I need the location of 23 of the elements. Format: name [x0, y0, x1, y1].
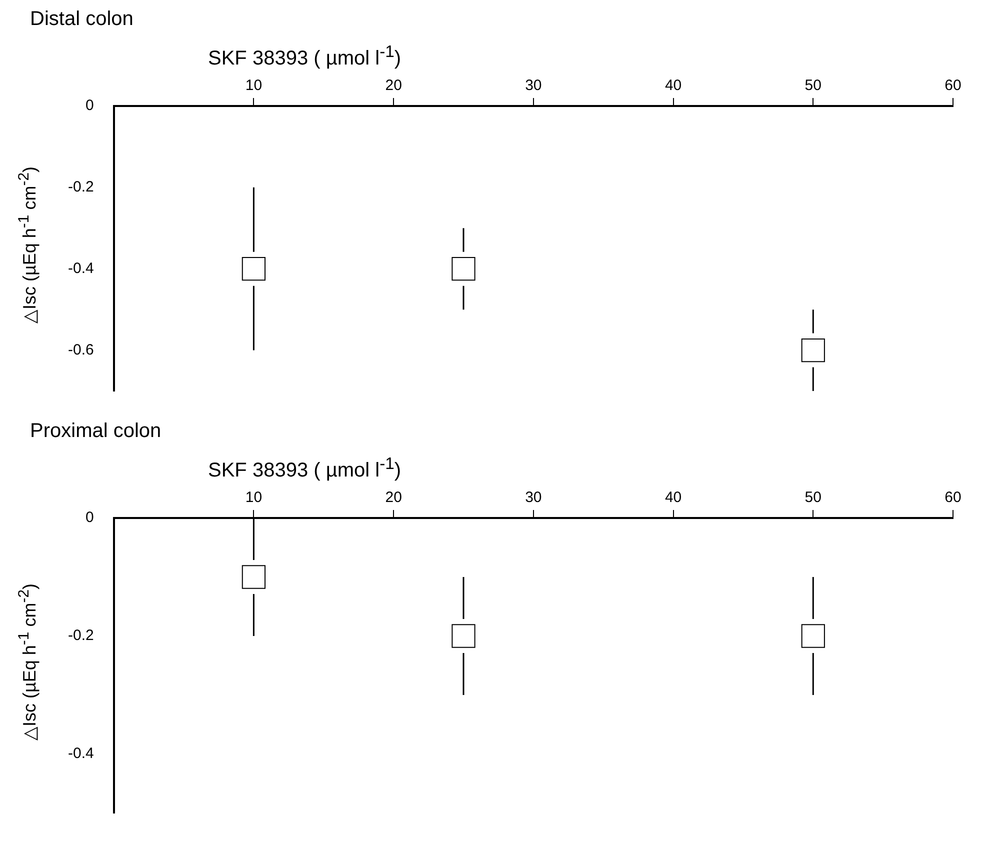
- x-tick-label: 60: [944, 489, 962, 506]
- x-tick-label: 50: [804, 77, 822, 94]
- x-tick-label: 60: [944, 77, 962, 94]
- y-tick-label: -0.2: [68, 627, 94, 644]
- x-tick-label: 40: [664, 77, 682, 94]
- x-tick-label: 10: [245, 77, 262, 94]
- x-tick-label: 40: [664, 489, 682, 506]
- y-tick-label: 0: [86, 97, 94, 114]
- y-tick-label: -0.4: [68, 745, 94, 762]
- y-tick-label: -0.6: [68, 341, 94, 358]
- y-tick-label: 0: [86, 509, 94, 526]
- x-tick-label: 50: [804, 489, 822, 506]
- x-tick-label: 10: [245, 489, 262, 506]
- x-tick-label: 30: [525, 77, 542, 94]
- chart-title: Distal colon: [29, 8, 134, 32]
- x-axis-title: SKF 38393 ( µmol l$^{-1}$): [207, 41, 402, 70]
- x-tick-label: 30: [525, 489, 542, 506]
- x-tick-label: 20: [385, 77, 402, 94]
- y-tick-label: -0.4: [68, 260, 94, 277]
- x-tick-label: 20: [385, 489, 402, 506]
- x-axis-title: SKF 38393 ( µmol l$^{-1}$): [207, 453, 402, 482]
- y-tick-label: -0.2: [68, 178, 94, 196]
- chart-title: Proximal colon: [29, 420, 162, 444]
